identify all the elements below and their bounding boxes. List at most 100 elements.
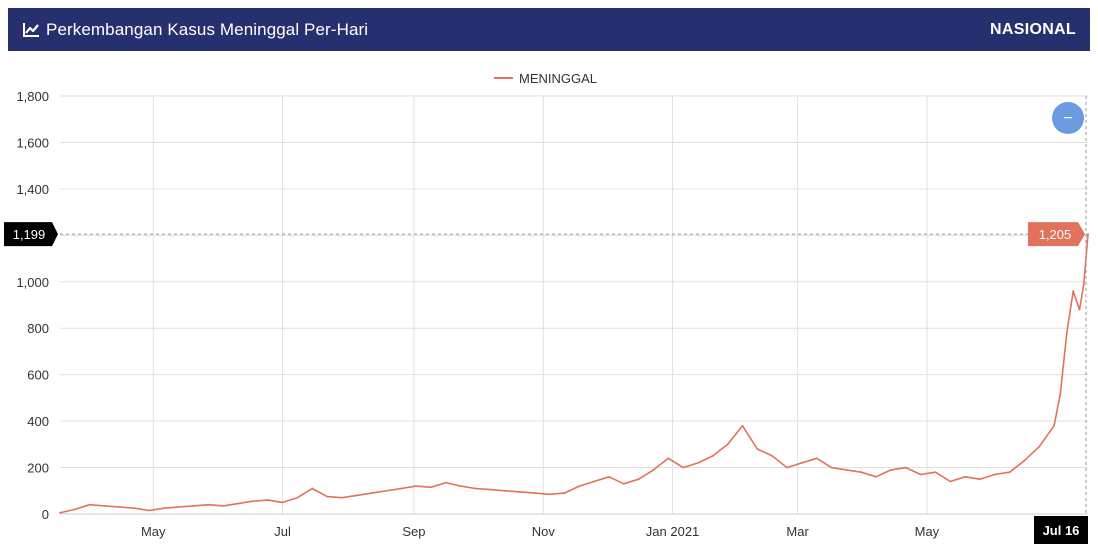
data-point[interactable] xyxy=(652,468,655,471)
series-meninggal[interactable] xyxy=(59,233,1089,514)
x-tick-label: May xyxy=(915,524,940,539)
data-point[interactable] xyxy=(266,499,269,501)
data-point[interactable] xyxy=(667,457,670,460)
data-point[interactable] xyxy=(118,506,121,508)
x-tick-label: Sep xyxy=(402,524,425,539)
data-point[interactable] xyxy=(949,480,952,483)
data-point[interactable] xyxy=(533,492,536,494)
data-point[interactable] xyxy=(637,478,640,481)
crosshair-x-box xyxy=(1034,516,1088,544)
data-point[interactable] xyxy=(326,495,328,498)
data-point[interactable] xyxy=(934,471,937,474)
data-point[interactable] xyxy=(919,473,922,476)
data-point[interactable] xyxy=(370,492,373,494)
data-point[interactable] xyxy=(251,500,254,503)
data-point[interactable] xyxy=(400,487,403,490)
minus-icon: − xyxy=(1063,110,1072,127)
data-point[interactable] xyxy=(682,466,685,469)
chart-header: Perkembangan Kasus Meninggal Per-Hari NA… xyxy=(8,8,1090,51)
data-point[interactable] xyxy=(489,488,492,491)
data-point[interactable] xyxy=(133,507,136,510)
data-point[interactable] xyxy=(192,504,195,507)
data-point[interactable] xyxy=(1023,459,1026,462)
data-point[interactable] xyxy=(162,507,165,510)
data-point[interactable] xyxy=(860,471,863,474)
data-point[interactable] xyxy=(726,443,729,446)
data-point[interactable] xyxy=(756,448,759,450)
data-point[interactable] xyxy=(815,457,818,460)
data-point[interactable] xyxy=(88,503,91,506)
data-point[interactable] xyxy=(1072,290,1075,292)
data-point[interactable] xyxy=(786,466,788,469)
data-point[interactable] xyxy=(296,496,299,499)
region-label: NASIONAL xyxy=(990,20,1076,38)
data-point[interactable] xyxy=(341,496,343,499)
data-point[interactable] xyxy=(1059,392,1062,395)
x-tick-label: Mar xyxy=(786,524,809,539)
data-point[interactable] xyxy=(1065,331,1068,334)
x-axis: May Jul Sep Nov Jan 2021 Mar May xyxy=(60,513,1088,539)
data-point[interactable] xyxy=(741,424,744,427)
zoom-out-button[interactable]: − xyxy=(1052,102,1084,134)
data-point[interactable] xyxy=(697,462,699,464)
data-point[interactable] xyxy=(1082,283,1085,285)
y-tick-label: 1,800 xyxy=(16,89,49,104)
x-tick-label: Nov xyxy=(532,524,556,539)
y-tick-label: 800 xyxy=(27,321,49,336)
data-point[interactable] xyxy=(845,468,848,471)
data-point[interactable] xyxy=(415,485,417,488)
data-point[interactable] xyxy=(355,494,358,497)
zoom-button-circle[interactable] xyxy=(1052,102,1084,134)
header-title-group: Perkembangan Kasus Meninggal Per-Hari xyxy=(22,20,368,40)
crosshair-x-label: Jul 16 xyxy=(1043,523,1080,538)
data-point[interactable] xyxy=(474,487,477,490)
data-point[interactable] xyxy=(563,492,566,494)
data-point[interactable] xyxy=(548,493,551,496)
data-point[interactable] xyxy=(1038,445,1041,448)
data-point[interactable] xyxy=(578,485,581,488)
data-point[interactable] xyxy=(237,502,239,505)
grid-lines xyxy=(60,95,1088,515)
data-point[interactable] xyxy=(504,489,507,492)
data-point[interactable] xyxy=(444,481,447,484)
data-point[interactable] xyxy=(459,485,462,488)
data-point[interactable] xyxy=(964,475,966,478)
data-point[interactable] xyxy=(608,475,610,478)
data-point[interactable] xyxy=(148,509,150,512)
data-point[interactable] xyxy=(771,455,774,457)
data-point[interactable] xyxy=(622,482,625,485)
data-point[interactable] xyxy=(1078,308,1081,311)
data-point[interactable] xyxy=(593,480,596,483)
data-point[interactable] xyxy=(103,504,106,507)
data-point[interactable] xyxy=(73,508,76,511)
data-point[interactable] xyxy=(1053,424,1055,427)
data-point[interactable] xyxy=(281,501,284,504)
legend[interactable]: MENINGGAL xyxy=(494,71,597,86)
data-point[interactable] xyxy=(800,462,803,464)
data-point[interactable] xyxy=(904,466,907,469)
data-point[interactable] xyxy=(1008,471,1011,474)
data-point[interactable] xyxy=(177,506,180,508)
data-point[interactable] xyxy=(889,468,892,471)
y-tick-label: 0 xyxy=(42,507,49,522)
data-point[interactable] xyxy=(979,478,981,481)
y-tick-label: 1,600 xyxy=(16,135,49,150)
crosshair-y-label: 1,199 xyxy=(13,227,46,242)
data-point[interactable] xyxy=(875,475,877,478)
data-point[interactable] xyxy=(311,487,314,490)
y-tick-label: 600 xyxy=(27,368,49,383)
data-point[interactable] xyxy=(711,455,714,457)
series-line[interactable] xyxy=(59,234,1089,514)
data-point[interactable] xyxy=(207,503,210,506)
data-point[interactable] xyxy=(430,486,432,489)
data-point[interactable] xyxy=(519,491,521,493)
data-point[interactable] xyxy=(222,504,225,507)
legend-label[interactable]: MENINGGAL xyxy=(519,71,597,86)
data-point[interactable] xyxy=(993,473,996,476)
data-point[interactable] xyxy=(385,489,388,492)
data-point[interactable] xyxy=(830,466,833,469)
data-point[interactable] xyxy=(59,511,61,514)
